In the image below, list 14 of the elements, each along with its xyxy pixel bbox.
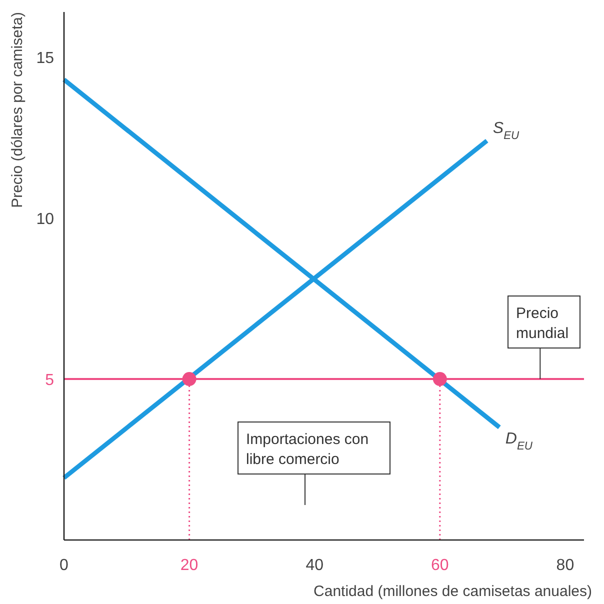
y-tick-label: 15 (36, 50, 54, 68)
x-tick-label: 80 (556, 557, 574, 574)
x-tick-label: 60 (431, 557, 449, 574)
y-tick-label: 5 (45, 372, 54, 390)
x-tick-label: 20 (180, 557, 198, 574)
y-tick-label: 10 (36, 211, 54, 228)
annotation: Importaciones con libre comercio (246, 431, 369, 468)
y-axis-title: Precio (dólares por camiseta) (9, 12, 26, 208)
x-tick-label: 40 (306, 557, 324, 574)
series-label: D$_{EU}$ (505, 430, 534, 452)
annotation: Precio mundial (516, 305, 569, 342)
x-axis-title: Cantidad (millones de camisetas anuales) (314, 583, 592, 600)
series-label: S$_{EU}$ (492, 120, 520, 142)
x-tick-label: 0 (60, 557, 69, 574)
